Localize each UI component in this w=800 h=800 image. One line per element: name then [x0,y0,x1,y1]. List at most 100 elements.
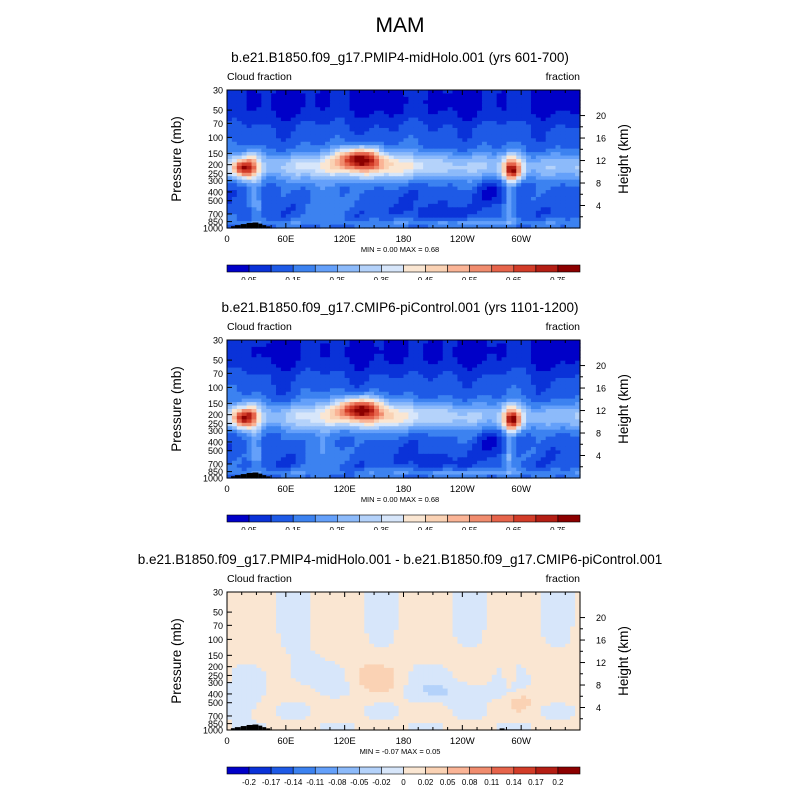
field-cell [511,203,517,208]
field-cell [354,96,360,101]
field-cell [530,224,537,229]
field-cell [290,121,297,126]
field-cell [276,388,282,393]
field-cell [437,138,444,143]
field-cell [251,100,258,105]
field-cell [315,405,321,410]
field-cell [408,165,414,170]
field-cell [364,409,370,414]
field-cell [437,409,444,414]
field-cell [334,159,341,164]
field-cell [280,93,287,98]
field-cell [467,371,473,376]
field-cell [432,117,439,122]
field-cell [271,138,277,143]
field-cell [241,131,248,136]
field-cell [477,388,483,393]
field-cell [511,114,517,119]
field-cell [516,210,522,215]
field-cell [378,224,385,229]
field-cell [349,214,356,219]
field-cell [295,426,302,431]
y-axis-label: Pressure (mb) [169,116,184,202]
field-cell [418,148,424,153]
field-cell [256,422,262,427]
field-cell [251,186,258,191]
field-cell [378,117,385,122]
field-cell [378,96,385,101]
field-cell [393,196,400,201]
field-cell [501,395,508,400]
field-cell [276,141,282,146]
field-cell [236,138,243,143]
field-cell [305,179,311,184]
field-cell [285,152,292,157]
field-cell [315,148,321,153]
field-cell [418,412,424,417]
field-cell [511,90,517,95]
field-cell [535,172,542,177]
field-cell [276,422,282,427]
field-cell [251,190,258,195]
field-cell [545,117,552,122]
field-cell [231,196,238,201]
field-cell [393,217,400,222]
field-cell [403,172,410,177]
field-cell [565,346,571,351]
field-cell [418,210,424,215]
field-cell [530,145,537,150]
field-cell [354,190,360,195]
field-cell [432,346,439,351]
field-cell [354,367,360,372]
field-cell [256,405,262,410]
field-cell [442,117,449,122]
field-cell [516,172,522,177]
field-cell [246,162,253,167]
field-cell [310,124,316,129]
y-tick-label: 300 [208,176,223,186]
field-cell [295,357,302,362]
field-cell [432,422,439,427]
field-cell [231,217,238,222]
field-cell [231,172,238,177]
field-cell [383,169,390,174]
field-cell [364,114,370,119]
field-cell [236,340,243,345]
field-cell [295,388,302,393]
field-cell [398,183,405,188]
field-cell [398,343,405,348]
field-cell [339,409,346,414]
field-cell [452,148,459,153]
field-cell [256,217,262,222]
field-cell [349,90,356,95]
field-cell [300,343,307,348]
field-cell [339,360,346,365]
field-cell [457,346,463,351]
field-cell [271,103,277,108]
field-cell [364,374,370,379]
field-cell [501,93,508,98]
y-tick-label: 400 [208,187,223,197]
field-cell [344,179,351,184]
field-cell [481,210,488,215]
field-cell [496,179,503,184]
field-cell [550,186,557,191]
field-cell [432,152,439,157]
field-cell [310,391,316,396]
field-cell [236,193,243,198]
field-cell [526,217,532,222]
field-cell [398,141,405,146]
field-cell [236,343,243,348]
field-cell [310,415,316,420]
field-cell [472,343,478,348]
field-cell [442,409,449,414]
field-cell [276,117,282,122]
field-cell [575,145,581,150]
field-cell [428,224,434,229]
field-cell [305,207,311,212]
field-cell [388,145,395,150]
field-cell [481,364,488,369]
field-cell [447,415,454,420]
field-cell [266,121,272,126]
field-cell [530,346,537,351]
